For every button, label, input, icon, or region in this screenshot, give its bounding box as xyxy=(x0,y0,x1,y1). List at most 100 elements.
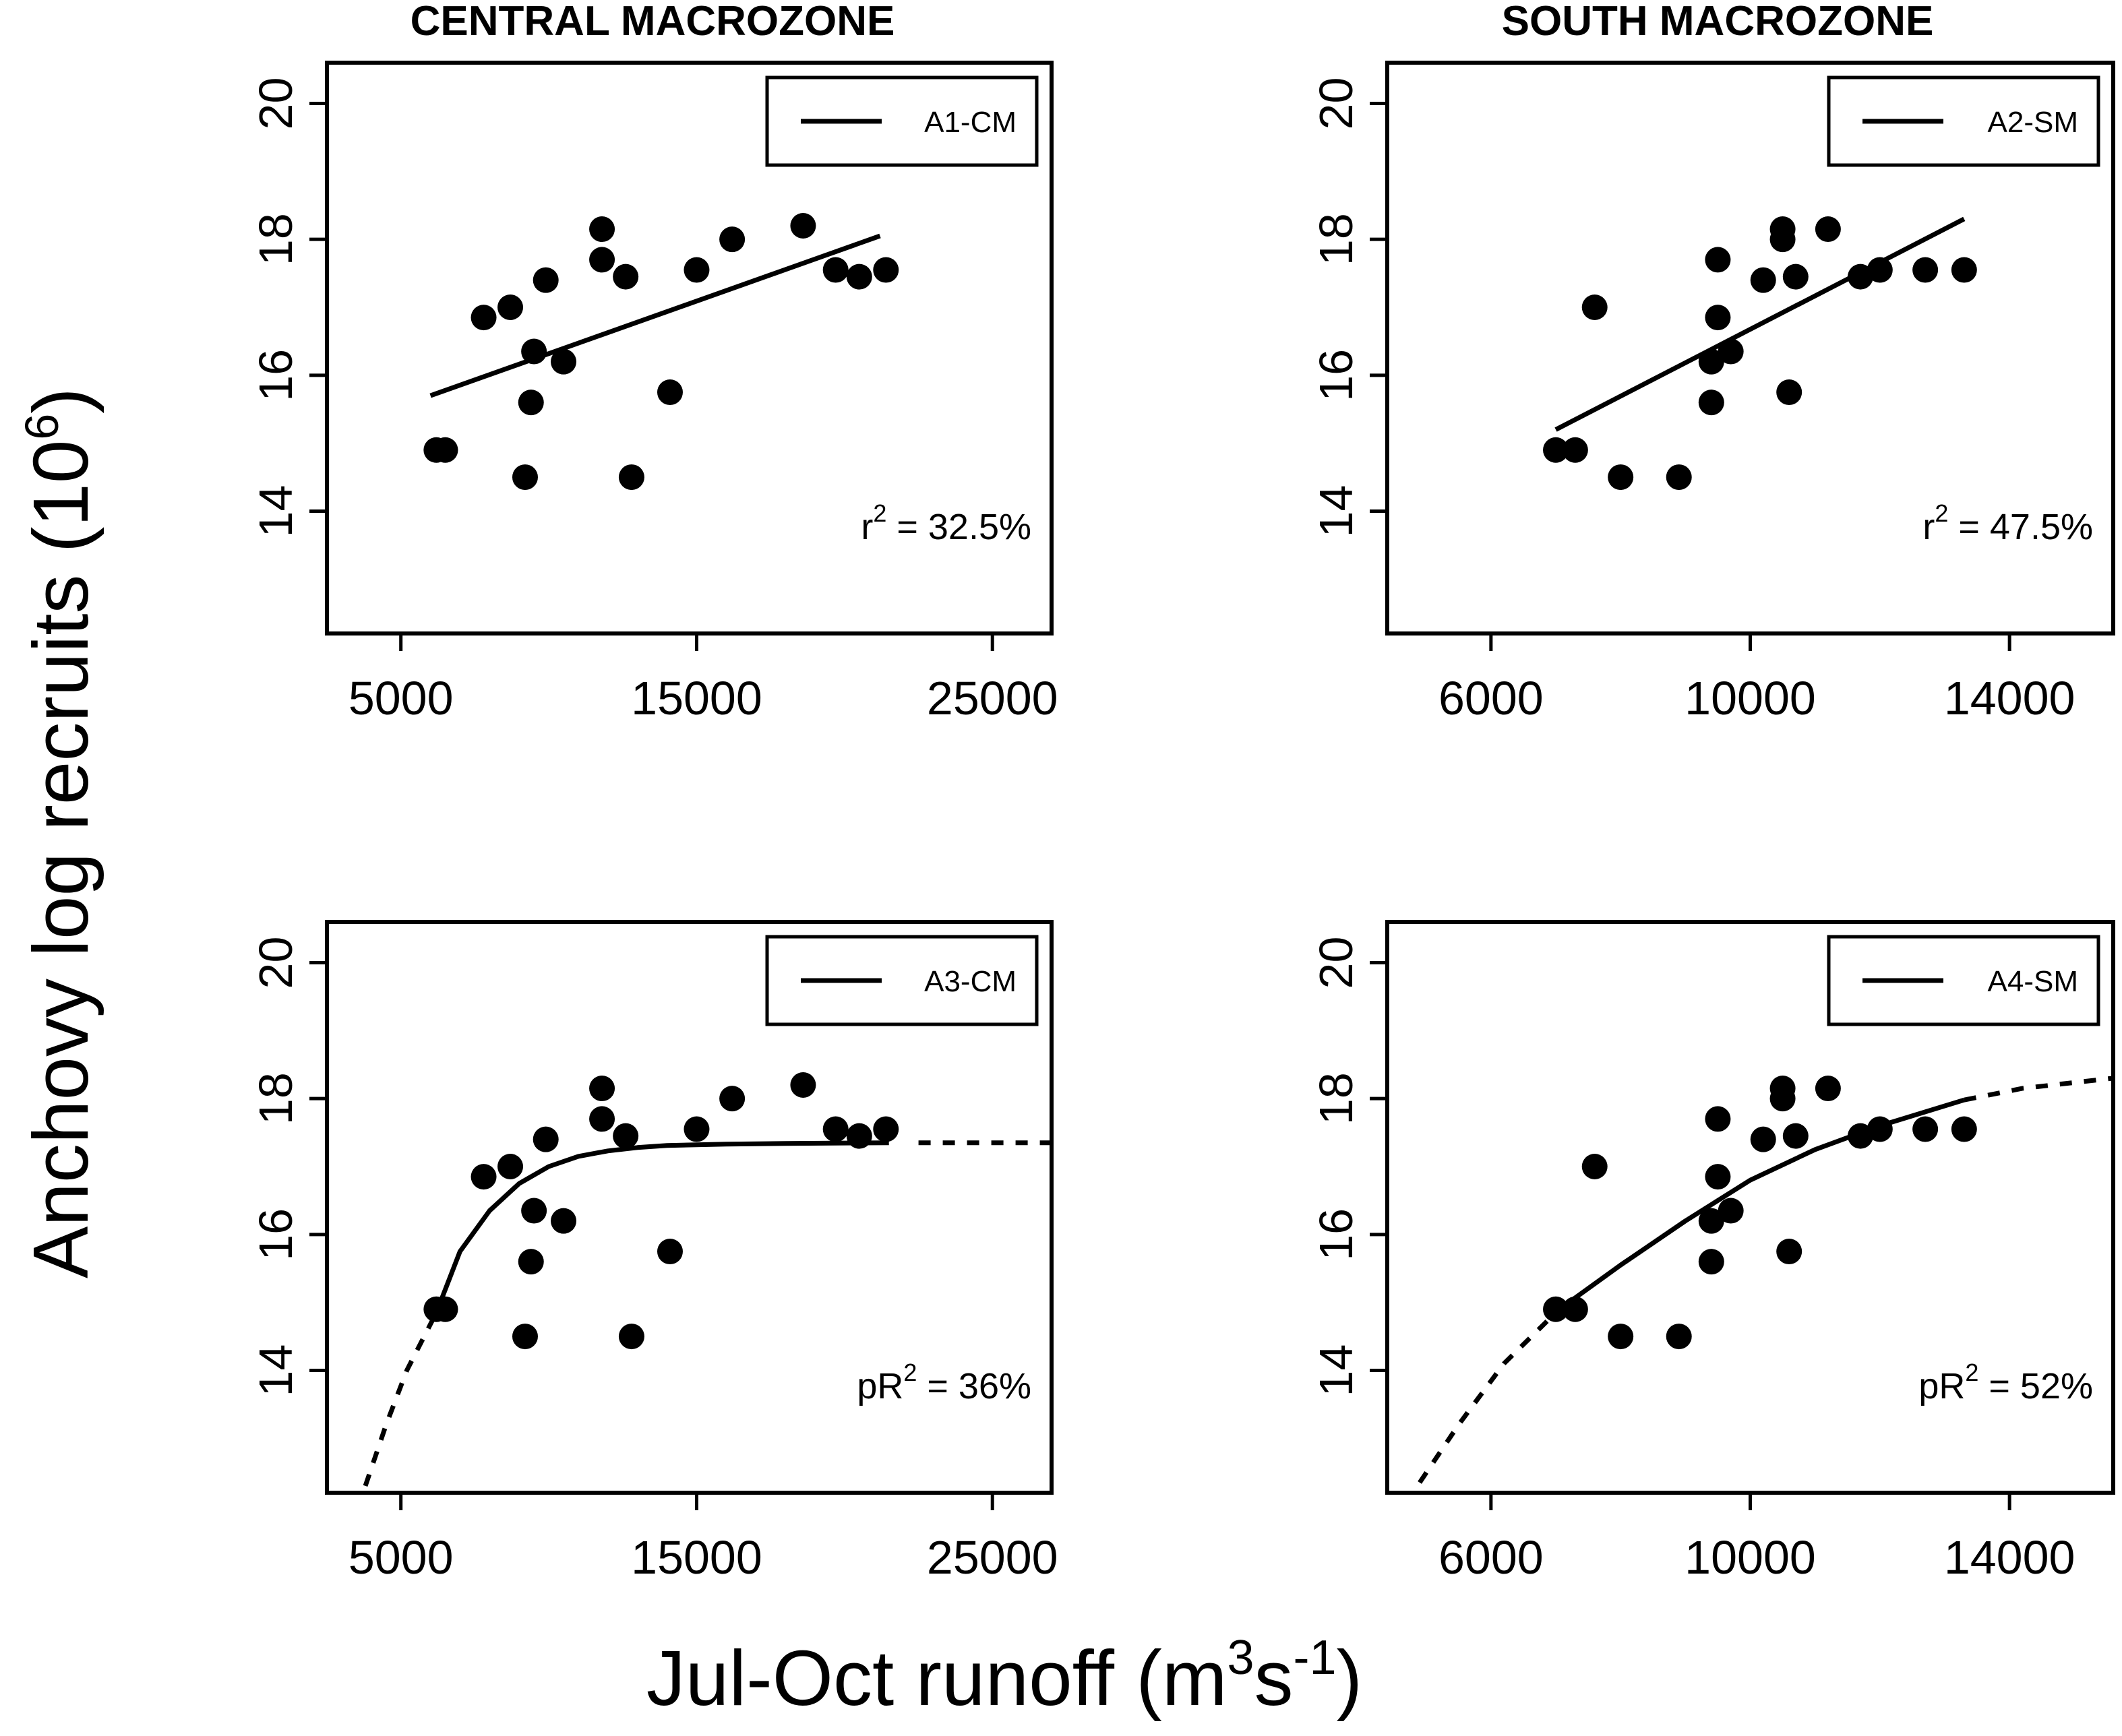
fit-statistic: r2 = 32.5% xyxy=(861,499,1031,547)
x-axis-label-sup1: 3 xyxy=(1227,1631,1254,1685)
data-point xyxy=(1769,1086,1796,1112)
y-tick-label: 20 xyxy=(249,937,302,989)
x-axis-label-mid: s xyxy=(1254,1634,1294,1722)
data-point xyxy=(1666,1324,1692,1350)
title-central-macrozone: CENTRAL MACROZONE xyxy=(411,0,895,44)
data-point xyxy=(1769,226,1796,253)
data-point xyxy=(1698,390,1724,416)
y-tick-label: 14 xyxy=(249,485,302,538)
data-point xyxy=(1581,294,1608,320)
data-point xyxy=(533,1126,559,1152)
y-tick-label: 18 xyxy=(1310,213,1362,266)
fit-statistic-symbol: pR xyxy=(857,1366,903,1406)
data-point xyxy=(1951,1116,1977,1142)
data-point xyxy=(1782,1123,1809,1149)
data-point xyxy=(1718,1198,1744,1224)
title-south-macrozone: SOUTH MACROZONE xyxy=(1502,0,1934,44)
fit-statistic-sup: 2 xyxy=(903,1359,917,1386)
x-tick-label: 5000 xyxy=(348,672,454,724)
data-point xyxy=(618,464,644,491)
data-point xyxy=(589,1106,615,1132)
data-point xyxy=(822,257,849,283)
fit-line xyxy=(434,1140,889,1314)
data-point xyxy=(1867,1116,1893,1142)
fit-statistic-sup: 2 xyxy=(873,499,886,527)
data-point xyxy=(512,1324,538,1350)
legend-label: A4-SM xyxy=(1988,965,2078,998)
x-tick-label: 10000 xyxy=(1685,1531,1816,1584)
data-point xyxy=(1698,1249,1724,1275)
data-point xyxy=(471,305,497,331)
data-point xyxy=(1581,1154,1608,1179)
data-point xyxy=(432,437,458,463)
x-axis-label-text: Jul-Oct runoff (m xyxy=(646,1634,1227,1722)
x-axis-label-sup2: -1 xyxy=(1294,1631,1337,1685)
fit-line xyxy=(429,233,881,398)
fit-statistic-value: = 47.5% xyxy=(1948,507,2093,547)
data-point xyxy=(1562,1296,1588,1322)
data-point xyxy=(719,226,746,253)
y-tick-label: 14 xyxy=(1310,1344,1362,1397)
fit-line-dashed xyxy=(1418,1076,2114,1484)
data-point xyxy=(1912,257,1939,283)
data-point xyxy=(1750,267,1776,293)
data-point xyxy=(1782,264,1809,290)
y-axis-label-close: ) xyxy=(17,388,104,414)
legend-label: A2-SM xyxy=(1988,106,2078,139)
y-tick-label: 16 xyxy=(1310,349,1362,402)
fit-statistic: pR2 = 52% xyxy=(1918,1359,2093,1406)
data-point xyxy=(471,1164,497,1190)
data-point xyxy=(432,1296,458,1322)
x-tick-label: 10000 xyxy=(1685,672,1816,724)
x-tick-label: 15000 xyxy=(631,672,762,724)
y-tick-label: 16 xyxy=(1310,1208,1362,1261)
x-tick-label: 25000 xyxy=(927,672,1058,724)
data-point xyxy=(497,1154,524,1179)
x-tick-label: 15000 xyxy=(631,1531,762,1584)
data-point xyxy=(1750,1126,1776,1152)
data-point xyxy=(551,1208,577,1234)
data-point xyxy=(822,1116,849,1142)
data-point xyxy=(613,1123,639,1149)
data-point xyxy=(618,1324,644,1350)
panel-a3-cm: 5000 15000 25000 14 16 18 20 A3-CM pR2 = 36% xyxy=(249,920,1058,1584)
data-point xyxy=(1705,1106,1731,1132)
panel-a2-sm: 6000 10000 14000 14 16 18 20 A2-SM r2 = 47.5% xyxy=(1310,61,2115,724)
fit-statistic-sup: 2 xyxy=(1935,499,1948,527)
data-point xyxy=(790,213,816,239)
fit-statistic-symbol: pR xyxy=(1918,1366,1965,1406)
data-point xyxy=(1698,1208,1724,1234)
y-tick-label: 16 xyxy=(249,1208,302,1261)
fit-statistic-value: = 52% xyxy=(1978,1366,2093,1406)
data-point xyxy=(1705,1164,1731,1190)
data-point xyxy=(1562,437,1588,463)
x-tick-label: 14000 xyxy=(1944,1531,2075,1584)
data-point xyxy=(518,1249,544,1275)
data-point xyxy=(684,1116,710,1142)
panel-a4-sm: 6000 10000 14000 14 16 18 20 A4-SM pR2 = 52% xyxy=(1310,920,2115,1584)
data-point xyxy=(684,257,710,283)
fit-line-dashed xyxy=(363,1140,1052,1487)
y-tick-label: 14 xyxy=(249,1344,302,1397)
data-point xyxy=(719,1086,746,1112)
y-axis-label-sup: 6 xyxy=(16,414,68,440)
data-point xyxy=(1608,464,1634,491)
y-axis-label-text: Anchovy log recruits (10 xyxy=(17,440,104,1278)
fit-statistic: pR2 = 36% xyxy=(857,1359,1031,1406)
data-point xyxy=(846,1123,872,1149)
y-tick-label: 18 xyxy=(249,213,302,266)
x-tick-label: 25000 xyxy=(927,1531,1058,1584)
legend-label: A3-CM xyxy=(924,965,1017,998)
y-tick-label: 16 xyxy=(249,349,302,402)
data-point xyxy=(551,348,577,375)
data-point xyxy=(518,390,544,416)
data-point xyxy=(512,464,538,491)
data-point xyxy=(1705,247,1731,273)
data-point xyxy=(1847,1123,1873,1149)
fit-statistic-value: = 32.5% xyxy=(886,507,1031,547)
data-point xyxy=(533,267,559,293)
data-point xyxy=(846,264,872,290)
fit-statistic-symbol: r xyxy=(861,507,873,547)
data-point xyxy=(1666,464,1692,491)
data-point xyxy=(1543,437,1569,463)
